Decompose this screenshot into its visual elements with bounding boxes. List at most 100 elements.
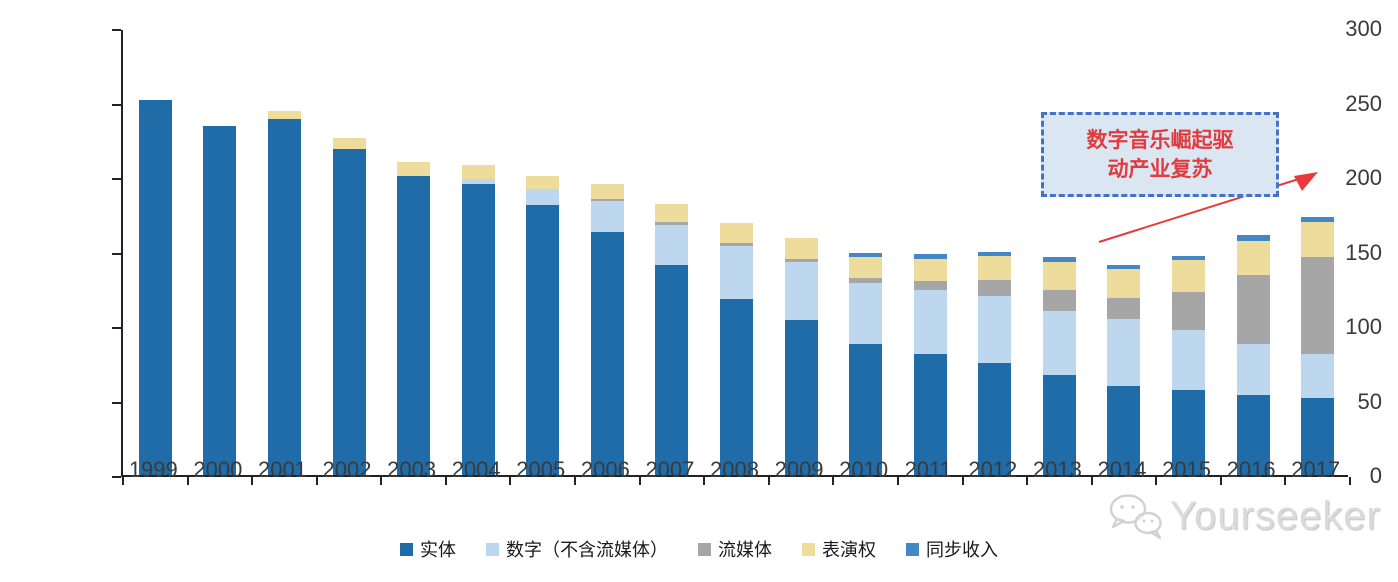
x-axis-label-2003: 2003 [387, 457, 437, 482]
bar-segment-2006 [590, 200, 624, 233]
bar-segment-2007 [655, 224, 689, 265]
stacked-bar-2007 [655, 28, 689, 475]
x-axis-label-2006: 2006 [580, 457, 630, 482]
bar-segment-2009 [784, 320, 818, 475]
watermark-text: Yourseeker [1170, 493, 1381, 538]
bar-slot-2006 [575, 30, 640, 475]
stacked-bar-2016 [1236, 28, 1270, 475]
legend-item: 实体 [400, 536, 456, 562]
x-axis-tick [1219, 477, 1222, 485]
bar-segment-2015 [1172, 291, 1206, 331]
x-axis-label-2000: 2000 [193, 457, 243, 482]
bar-slot-2012 [963, 30, 1028, 475]
stacked-bar-2011 [913, 28, 947, 475]
legend-label: 表演权 [822, 540, 876, 561]
y-axis-tick [112, 252, 121, 255]
x-axis-tick [638, 477, 641, 485]
x-axis-label-2015: 2015 [1162, 457, 1212, 482]
x-axis-label-2002: 2002 [322, 457, 372, 482]
stacked-bar-2006 [590, 28, 624, 475]
bar-segment-2001 [267, 111, 301, 119]
bar-segment-2011 [913, 258, 947, 282]
bar-segment-2014 [1107, 264, 1141, 270]
stacked-bar-2012 [978, 28, 1012, 475]
bar-slot-2010 [833, 30, 898, 475]
bar-slot-2003 [381, 30, 446, 475]
bar-segment-2004 [461, 165, 495, 179]
wechat-icon [1109, 494, 1162, 540]
x-axis-tick [380, 477, 383, 485]
stacked-bar-2004 [461, 28, 495, 475]
bar-segment-2000 [203, 126, 237, 475]
bar-segment-2006 [590, 184, 624, 200]
stacked-bar-2014 [1107, 28, 1141, 475]
bar-segment-2003 [397, 162, 431, 176]
bar-segment-2017 [1301, 221, 1335, 258]
legend-item: 流媒体 [698, 536, 772, 562]
legend-swatch-icon [486, 542, 499, 556]
x-axis-tick [703, 477, 706, 485]
x-axis-tick [186, 477, 189, 485]
x-axis-label-2012: 2012 [968, 457, 1018, 482]
y-axis-tick [112, 401, 121, 404]
annotation-line-2: 动产业复苏 [1107, 155, 1213, 181]
legend-label: 实体 [420, 540, 456, 561]
legend-label: 流媒体 [718, 540, 772, 561]
x-axis-tick [961, 477, 964, 485]
bar-segment-2009 [784, 258, 818, 262]
bar-segment-2011 [913, 281, 947, 291]
bar-segment-2012 [978, 255, 1012, 280]
bar-segment-2017 [1301, 217, 1335, 222]
bar-segment-2008 [719, 242, 753, 246]
bar-segment-2011 [913, 290, 947, 355]
watermark: Yourseeker [1104, 490, 1381, 542]
bar-segment-2011 [913, 254, 947, 259]
bar-segment-2013 [1042, 311, 1076, 376]
stacked-bar-2017 [1301, 28, 1335, 475]
bar-segment-2015 [1172, 260, 1206, 292]
x-axis-tick [1090, 477, 1093, 485]
y-axis-tick-label: 50 [1357, 388, 1382, 414]
y-axis-tick [112, 476, 121, 478]
bar-segment-2013 [1042, 375, 1076, 475]
x-axis-tick [832, 477, 835, 485]
stacked-bar-2002 [332, 28, 366, 475]
bar-segment-2008 [719, 245, 753, 300]
bar-segment-2010 [849, 343, 883, 475]
bar-segment-2008 [719, 223, 753, 243]
y-axis-tick-label: 300 [1345, 16, 1382, 41]
bar-segment-2012 [978, 251, 1012, 256]
bar-segment-2010 [849, 282, 883, 344]
x-axis-label-2001: 2001 [257, 457, 307, 482]
bar-slot-2014 [1092, 30, 1157, 475]
bar-segment-2002 [332, 138, 366, 149]
legend-item: 表演权 [802, 536, 876, 562]
bar-segment-2010 [849, 278, 883, 283]
x-axis-tick [896, 477, 899, 485]
bar-segment-2009 [784, 238, 818, 259]
annotation-callout: 数字音乐崛起驱 动产业复苏 [1041, 112, 1279, 197]
plot-area [112, 28, 1351, 485]
chart-legend: 实体 数字（不含流媒体） 流媒体 表演权 同步收入 [400, 536, 998, 562]
stacked-bar-2001 [267, 28, 301, 475]
legend-item: 同步收入 [906, 536, 998, 562]
bar-segment-2015 [1172, 330, 1206, 391]
bar-segment-2012 [978, 279, 1012, 297]
bar-segment-2016 [1236, 235, 1270, 242]
y-axis-tick-label: 150 [1345, 239, 1382, 265]
legend-label: 同步收入 [926, 540, 998, 561]
bar-segment-2015 [1172, 390, 1206, 475]
bar-segment-2014 [1107, 385, 1141, 475]
x-axis-label-2017: 2017 [1291, 457, 1341, 482]
x-axis-tick [315, 477, 318, 485]
bar-segment-2005 [526, 188, 560, 206]
stacked-bar-1999 [138, 28, 172, 475]
bar-slot-2007 [640, 30, 705, 475]
bar-segment-2014 [1107, 297, 1141, 319]
bar-segment-2017 [1301, 257, 1335, 355]
legend-swatch-icon [698, 542, 711, 556]
bar-segment-2008 [719, 299, 753, 475]
bar-segment-2017 [1301, 397, 1335, 475]
x-axis-label-2016: 2016 [1226, 457, 1276, 482]
bar-segment-2002 [332, 148, 366, 475]
